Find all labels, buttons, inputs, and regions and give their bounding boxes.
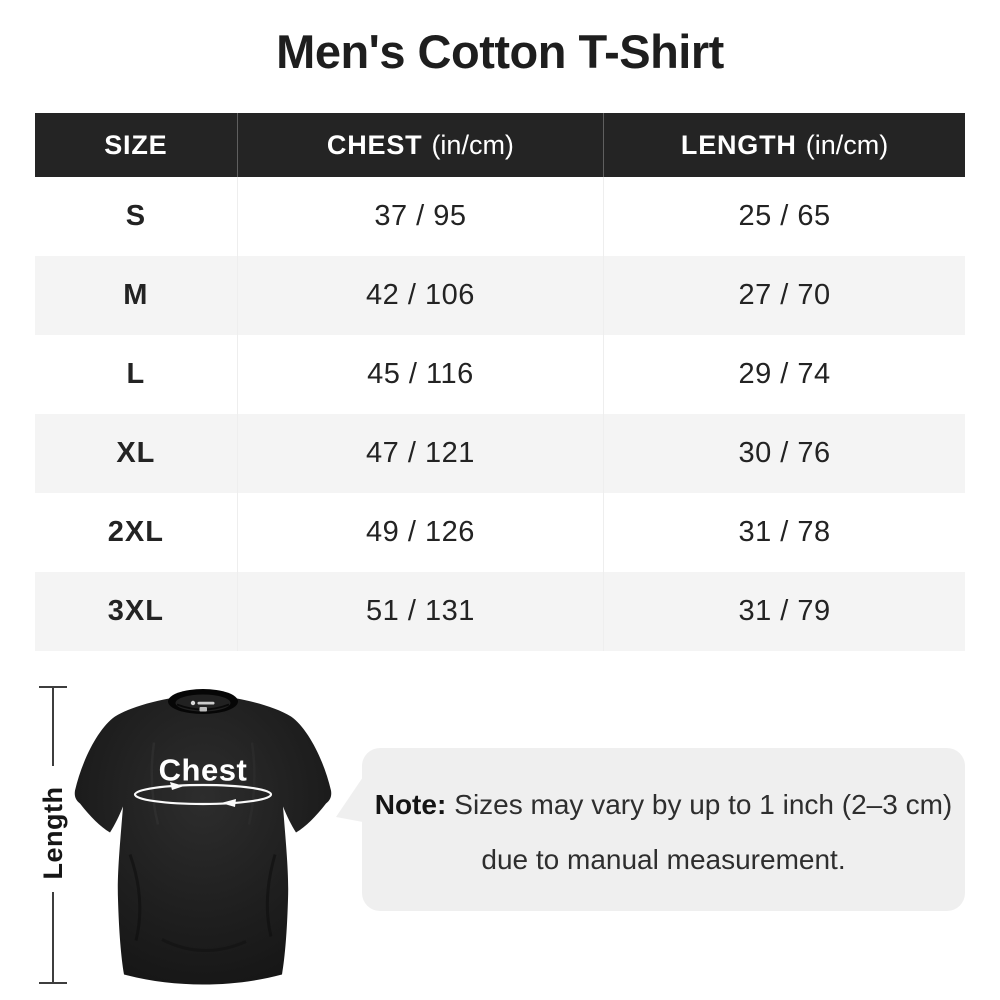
note-prefix: Note: (374, 789, 447, 820)
length-cell: 25 / 65 (738, 200, 831, 232)
size-table-header-row: SIZE CHEST (in/cm) LENGTH (in/cm) (35, 113, 965, 177)
size-cell: XL (35, 414, 238, 493)
length-cell: 31 / 79 (738, 595, 831, 627)
size-table: SIZE CHEST (in/cm) LENGTH (in/cm) S 37 / 9… (35, 113, 965, 651)
speech-bubble-tail (336, 777, 363, 822)
length-cell: 31 / 78 (738, 516, 831, 548)
length-measurement-arrow (39, 686, 67, 984)
chest-cell: 47 / 121 (238, 414, 605, 493)
page-title: Men's Cotton T-Shirt (276, 25, 724, 78)
table-row-3xl: 3XL 51 / 131 31 / 79 (35, 572, 965, 651)
size-cell: M (35, 256, 238, 335)
length-cell: 30 / 76 (738, 437, 831, 469)
length-axis-label: Length (37, 786, 68, 880)
table-row-l: L 45 / 116 29 / 74 (35, 335, 965, 414)
column-header-chest: CHEST (in/cm) (238, 113, 605, 177)
chest-cell: 49 / 126 (238, 493, 605, 572)
table-row-xl: XL 47 / 121 30 / 76 (35, 414, 965, 493)
table-row-2xl: 2XL 49 / 126 31 / 78 (35, 493, 965, 572)
size-cell: S (35, 177, 238, 256)
column-header-chest-label: CHEST (326, 129, 423, 160)
column-header-size-label: SIZE (104, 129, 168, 160)
column-header-chest-unit: (in/cm) (431, 129, 514, 160)
note-text-1: Sizes may vary by up to 1 inch (2–3 cm) (454, 789, 953, 820)
chest-label-on-shirt: Chest (159, 753, 248, 788)
length-cell: 29 / 74 (738, 358, 831, 390)
table-row-m: M 42 / 106 27 / 70 (35, 256, 965, 335)
note-line-1: Note: Sizes may vary by up to 1 inch (2–3… (375, 788, 953, 822)
size-cell: 2XL (35, 493, 238, 572)
note-line-2: due to manual measurement. (481, 844, 846, 875)
chest-cell: 45 / 116 (238, 335, 605, 414)
column-header-length-label: LENGTH (680, 129, 797, 160)
collar-brand-label (190, 700, 215, 712)
chest-cell: 51 / 131 (238, 572, 605, 651)
size-cell: L (35, 335, 238, 414)
column-header-size: SIZE (35, 113, 238, 177)
chest-cell: 42 / 106 (238, 256, 605, 335)
note-bubble: Note: Sizes may vary by up to 1 inch (2–3… (336, 748, 965, 911)
length-cell: 27 / 70 (738, 279, 831, 311)
column-header-length-unit: (in/cm) (805, 129, 889, 160)
table-row-s: S 37 / 95 25 / 65 (35, 177, 965, 256)
size-cell: 3XL (35, 572, 238, 651)
chest-measurement-arrow (133, 782, 273, 807)
chest-cell: 37 / 95 (238, 177, 605, 256)
column-header-length: LENGTH (in/cm) (604, 113, 965, 177)
tshirt-body (74, 692, 332, 985)
tshirt-image: Chest (74, 689, 332, 985)
